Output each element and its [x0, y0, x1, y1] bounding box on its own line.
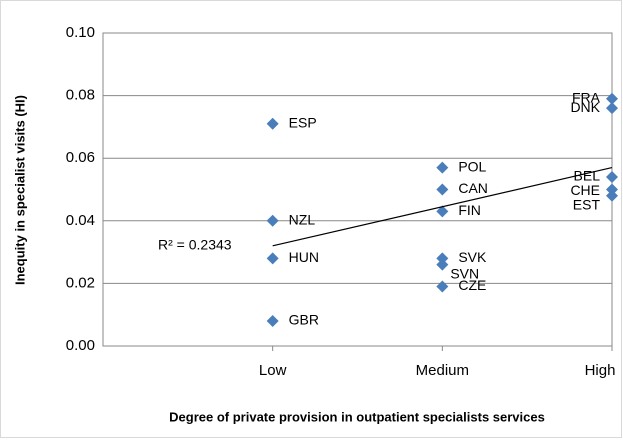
marker: [266, 314, 279, 327]
point-label: ESP: [289, 114, 317, 130]
point-label: GBR: [289, 312, 319, 328]
marker: [436, 252, 449, 265]
marker: [436, 161, 449, 174]
x-tick-label: High: [585, 362, 616, 379]
point-label: EST: [573, 196, 601, 212]
marker: [606, 183, 618, 196]
point-label: NZL: [289, 212, 316, 228]
marker: [266, 214, 279, 227]
point-label: CAN: [458, 180, 488, 196]
y-axis-title: Inequity in specialist visits (HI): [12, 95, 27, 285]
point-label: CHE: [570, 182, 600, 198]
y-tick-label: 0.08: [66, 87, 95, 104]
point-label: SVN: [450, 265, 479, 281]
marker: [436, 205, 449, 218]
marker: [606, 102, 618, 115]
marker: [606, 189, 618, 202]
y-tick-label: 0.04: [66, 212, 95, 229]
point-label: SVK: [458, 249, 487, 265]
y-tick-label: 0.06: [66, 149, 95, 166]
y-tick-label: 0.10: [66, 24, 95, 41]
r-squared-label: R² = 0.2343: [158, 237, 232, 253]
point-label: POL: [458, 158, 486, 174]
trendline: [272, 167, 613, 247]
marker: [606, 170, 618, 183]
x-tick-label: Medium: [416, 362, 469, 379]
x-tick-label: Low: [259, 362, 287, 379]
y-tick-label: 0.00: [66, 337, 95, 354]
point-label: FRA: [572, 89, 601, 105]
point-label: HUN: [289, 249, 319, 265]
plot-border: [102, 32, 613, 347]
marker: [436, 183, 449, 196]
marker: [606, 92, 618, 105]
point-label: FIN: [458, 202, 481, 218]
x-axis-title: Degree of private provision in outpatien…: [169, 409, 545, 424]
y-tick-label: 0.02: [66, 274, 95, 291]
marker: [266, 252, 279, 265]
marker: [436, 280, 449, 293]
marker: [266, 117, 279, 130]
point-label: DNK: [570, 99, 600, 115]
marker: [436, 258, 449, 271]
point-label: CZE: [458, 277, 486, 293]
